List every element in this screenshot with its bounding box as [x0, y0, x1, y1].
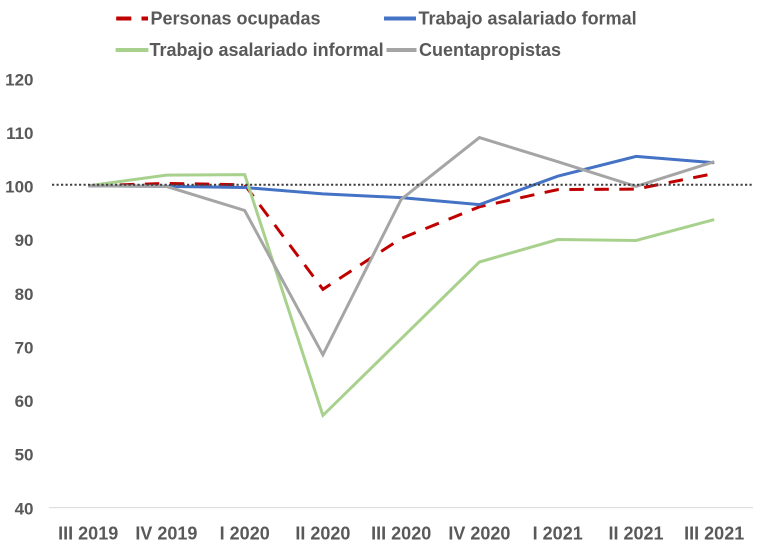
svg-text:III 2021: III 2021 — [684, 524, 744, 544]
svg-text:II 2021: II 2021 — [608, 524, 663, 544]
svg-text:II 2020: II 2020 — [295, 524, 350, 544]
svg-text:40: 40 — [15, 499, 34, 518]
svg-text:80: 80 — [15, 285, 34, 304]
svg-text:Trabajo asalariado formal: Trabajo asalariado formal — [419, 9, 637, 29]
svg-text:120: 120 — [5, 70, 33, 89]
svg-text:50: 50 — [15, 446, 34, 465]
svg-text:Personas ocupadas: Personas ocupadas — [151, 9, 321, 29]
svg-text:60: 60 — [15, 392, 34, 411]
svg-text:IV 2019: IV 2019 — [135, 524, 197, 544]
svg-text:III 2020: III 2020 — [371, 524, 431, 544]
svg-text:III 2019: III 2019 — [58, 524, 118, 544]
svg-text:100: 100 — [5, 178, 33, 197]
svg-text:I 2020: I 2020 — [220, 524, 270, 544]
svg-text:Cuentapropistas: Cuentapropistas — [419, 40, 561, 60]
svg-text:I 2021: I 2021 — [533, 524, 583, 544]
svg-text:70: 70 — [15, 338, 34, 357]
svg-text:90: 90 — [15, 231, 34, 250]
svg-text:IV 2020: IV 2020 — [448, 524, 510, 544]
svg-text:110: 110 — [6, 124, 33, 143]
svg-text:Trabajo asalariado informal: Trabajo asalariado informal — [150, 40, 384, 60]
